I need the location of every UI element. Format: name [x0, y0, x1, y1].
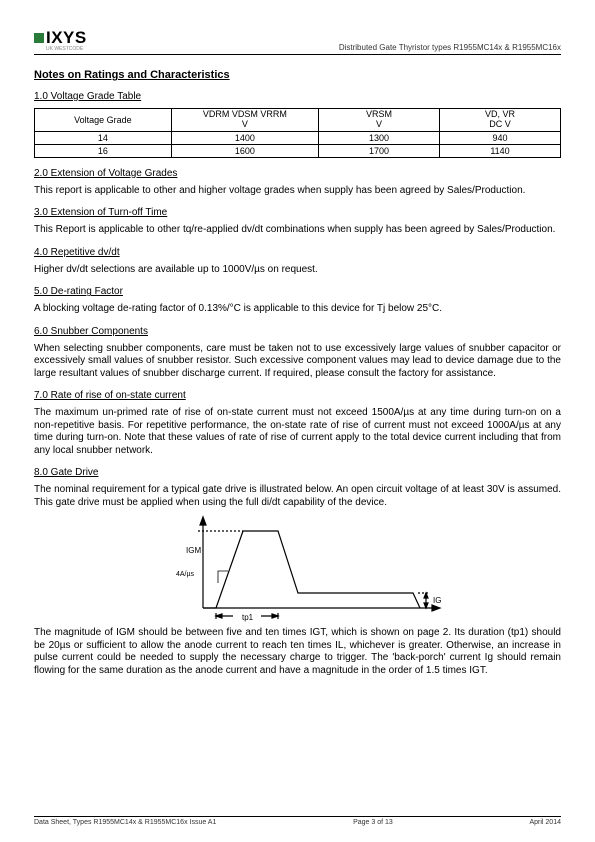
- section-5-body: A blocking voltage de-rating factor of 0…: [34, 303, 561, 316]
- table-cell: 1600: [171, 144, 318, 157]
- logo-block: IXYS UK WESTCODE: [34, 28, 87, 52]
- table-cell: 16: [35, 144, 172, 157]
- diagram-label-tp1: tp1: [242, 613, 254, 622]
- logo-text: IXYS: [46, 28, 87, 48]
- diagram-label-ig: IG: [433, 596, 441, 605]
- section-7-body: The maximum un-primed rate of rise of on…: [34, 407, 561, 457]
- section-6-body: When selecting snubber components, care …: [34, 343, 561, 381]
- th-unit: DC V: [489, 119, 511, 129]
- section-3-body: This Report is applicable to other tq/re…: [34, 224, 561, 237]
- section-4-head: 4.0 Repetitive dv/dt: [34, 247, 561, 258]
- table-header: VDRM VDSM VRRMV: [171, 109, 318, 132]
- th-unit: V: [242, 119, 248, 129]
- section-3-head: 3.0 Extension of Turn-off Time: [34, 207, 561, 218]
- table-cell: 1300: [319, 131, 440, 144]
- section-8-body1: The nominal requirement for a typical ga…: [34, 484, 561, 509]
- section-2-body: This report is applicable to other and h…: [34, 185, 561, 198]
- table-cell: 1700: [319, 144, 440, 157]
- page-header: IXYS UK WESTCODE Distributed Gate Thyris…: [34, 28, 561, 55]
- th-label: VD, VR: [485, 109, 515, 119]
- table-row: 14 1400 1300 940: [35, 131, 561, 144]
- page-title: Notes on Ratings and Characteristics: [34, 69, 561, 81]
- table-row: 16 1600 1700 1140: [35, 144, 561, 157]
- section-5-head: 5.0 De-rating Factor: [34, 286, 561, 297]
- header-doc-title: Distributed Gate Thyristor types R1955MC…: [339, 43, 561, 52]
- footer-right: April 2014: [529, 819, 561, 826]
- page-footer: Data Sheet, Types R1955MC14x & R1955MC16…: [34, 816, 561, 826]
- footer-center: Page 3 of 13: [353, 819, 393, 826]
- table-cell: 940: [439, 131, 560, 144]
- voltage-grade-table: Voltage Grade VDRM VDSM VRRMV VRSMV VD, …: [34, 108, 561, 158]
- section-2-head: 2.0 Extension of Voltage Grades: [34, 168, 561, 179]
- logo: IXYS: [34, 28, 87, 48]
- section-8-head: 8.0 Gate Drive: [34, 467, 561, 478]
- diagram-label-4aus: 4A/µs: [175, 571, 194, 578]
- section-7-head: 7.0 Rate of rise of on-state current: [34, 390, 561, 401]
- section-6-head: 6.0 Snubber Components: [34, 326, 561, 337]
- section-1-head: 1.0 Voltage Grade Table: [34, 91, 561, 102]
- table-cell: 1140: [439, 144, 560, 157]
- section-4-body: Higher dv/dt selections are available up…: [34, 264, 561, 277]
- table-cell: 1400: [171, 131, 318, 144]
- th-unit: V: [376, 119, 382, 129]
- table-cell: 14: [35, 131, 172, 144]
- th-label: VRSM: [366, 109, 392, 119]
- table-header: VRSMV: [319, 109, 440, 132]
- table-header: Voltage Grade: [35, 109, 172, 132]
- logo-square-icon: [34, 33, 44, 43]
- gate-drive-diagram: IGM 4A/µs tp1 IG: [148, 513, 448, 623]
- diagram-label-igm: IGM: [186, 546, 201, 555]
- section-8-body2: The magnitude of IGM should be between f…: [34, 627, 561, 677]
- th-label: VDRM VDSM VRRM: [203, 109, 287, 119]
- logo-subtext: UK WESTCODE: [46, 46, 87, 52]
- footer-left: Data Sheet, Types R1955MC14x & R1955MC16…: [34, 819, 216, 826]
- table-header: VD, VRDC V: [439, 109, 560, 132]
